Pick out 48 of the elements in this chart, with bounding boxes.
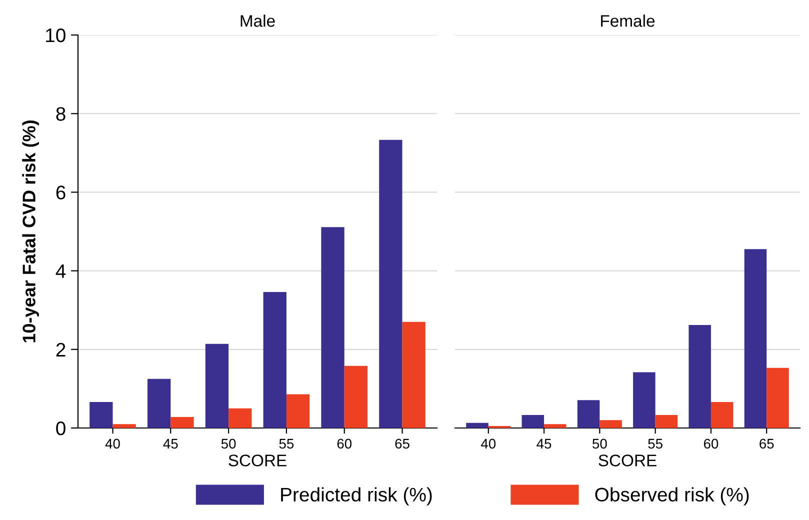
legend-label: Predicted risk (%): [281, 487, 432, 506]
chart-title: Male: [240, 14, 275, 27]
bar: [466, 422, 488, 428]
bar: [766, 368, 789, 428]
bar: [710, 402, 734, 428]
bar: [379, 140, 402, 428]
bar: [402, 322, 426, 428]
y-tick-label: 10: [46, 28, 66, 42]
x-tick-label: 45: [536, 438, 552, 449]
x-tick-label: 60: [704, 438, 718, 449]
bar: [544, 424, 566, 428]
x-tick-label: 45: [163, 438, 178, 449]
bar: [90, 402, 113, 428]
y-tick-label: 2: [56, 342, 66, 356]
x-tick-label: 65: [760, 438, 774, 449]
y-tick-label: 0: [56, 421, 66, 436]
x-tick-label: 60: [337, 438, 352, 449]
x-axis-title: SCORE: [598, 454, 656, 466]
x-tick-label: 50: [592, 438, 607, 449]
bar: [321, 227, 344, 428]
x-tick-label: 40: [105, 438, 120, 449]
bar: [744, 249, 767, 428]
bar: [205, 344, 229, 428]
x-tick-label: 40: [480, 438, 496, 449]
x-axis-title: SCORE: [228, 454, 286, 466]
chart-title: Female: [601, 14, 655, 27]
bar: [112, 424, 136, 428]
legend-label: Observed risk (%): [595, 487, 749, 506]
bar: [286, 394, 310, 428]
bar: [688, 325, 711, 428]
bar: [263, 292, 286, 428]
x-tick-label: 50: [221, 438, 236, 449]
bar: [228, 408, 252, 428]
bar: [522, 415, 544, 428]
bar: [170, 416, 194, 428]
bar: [655, 415, 678, 428]
bar: [600, 420, 622, 428]
y-axis-title: 10-year Fatal CVD risk (%): [22, 120, 40, 342]
bar: [344, 366, 368, 428]
x-tick-label: 65: [395, 438, 410, 449]
y-tick-label: 6: [56, 186, 66, 200]
bar: [633, 372, 656, 428]
y-tick-label: 4: [56, 264, 66, 278]
x-tick-label: 55: [279, 438, 294, 449]
x-tick-label: 55: [648, 438, 662, 449]
y-tick-label: 8: [56, 107, 66, 121]
bar: [147, 378, 171, 428]
bar: [577, 400, 600, 428]
